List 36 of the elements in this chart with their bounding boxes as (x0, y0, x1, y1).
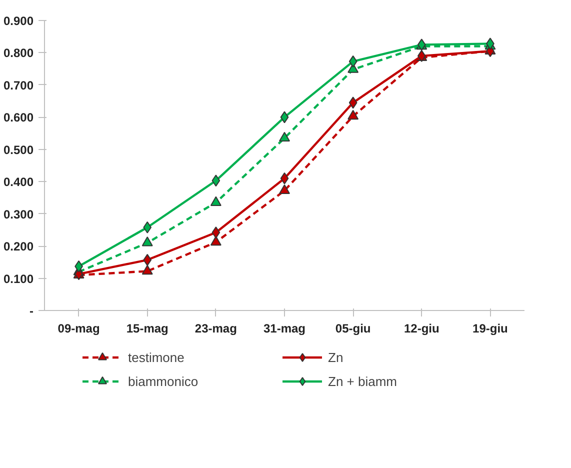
x-tick-label: 15-mag (126, 322, 168, 336)
x-tick-label: 19-giu (472, 322, 508, 336)
x-tick-label: 31-mag (263, 322, 306, 336)
y-tick-label: 0.600 (3, 110, 34, 125)
y-tick-label: 0.500 (3, 142, 34, 157)
point (279, 184, 290, 194)
y-tick-label: 0.200 (3, 240, 34, 254)
point (348, 110, 359, 120)
point (280, 111, 289, 124)
x-tick-label: 12-giu (404, 322, 440, 336)
y-tick-label: 0.700 (3, 78, 34, 92)
point (142, 264, 153, 275)
y-tick-label: - (30, 304, 34, 318)
point (142, 236, 153, 246)
legend-label: biammonico (128, 374, 200, 388)
point (212, 174, 220, 187)
legend-label: Zn + biamm (328, 374, 398, 388)
y-tick-label: 0.900 (3, 14, 34, 28)
x-tick-label: 23-mag (194, 322, 237, 336)
point (280, 172, 289, 184)
x-tick-label: 05-giu (335, 322, 371, 336)
point (348, 55, 358, 68)
point (143, 221, 152, 234)
legend-label: testimone (128, 350, 186, 364)
x-tick-label: 09-mag (58, 322, 100, 336)
point (143, 254, 152, 266)
legend-label: Zn (328, 350, 344, 364)
y-tick-label: 0.300 (3, 207, 34, 222)
y-tick-label: 0.100 (3, 272, 34, 286)
point (210, 196, 222, 206)
point (212, 226, 220, 239)
y-tick-label: 0.800 (3, 46, 34, 60)
point (348, 96, 358, 109)
point (279, 132, 290, 142)
point (210, 236, 222, 246)
y-tick-label: 0.400 (3, 175, 34, 190)
